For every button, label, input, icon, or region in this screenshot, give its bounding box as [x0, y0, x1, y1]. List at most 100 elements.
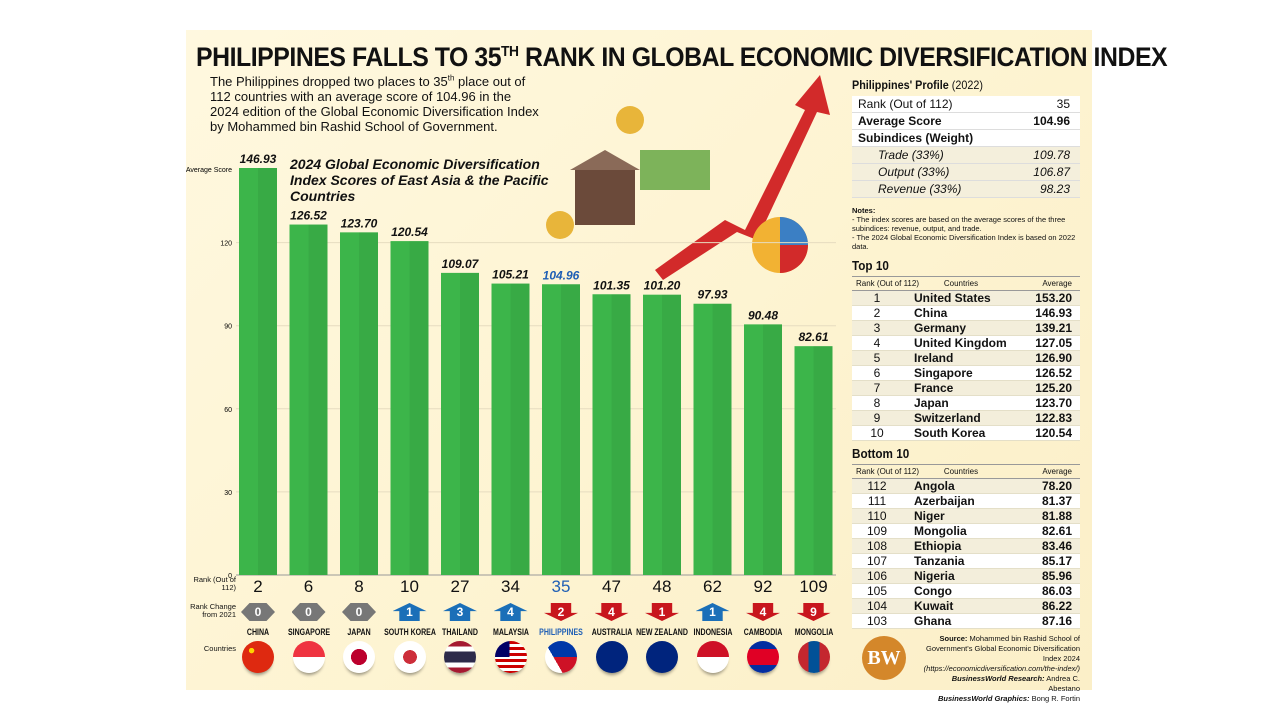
rank-value: 35: [551, 577, 571, 596]
table-cell: 146.93: [1035, 306, 1072, 320]
rank-change-down-icon: 2: [536, 603, 586, 621]
bar-value-label: 146.93: [240, 152, 277, 166]
rank-change-value: 3: [443, 603, 477, 621]
top10-table: Rank (Out of 112) Countries Average 1 United…: [852, 276, 1080, 441]
profile-title: Philippines' Profile: [852, 78, 949, 92]
table-cell: Tanzania: [914, 554, 965, 568]
flag-icon: [343, 641, 375, 673]
country-name: CHINA: [239, 627, 278, 637]
bar: [491, 283, 530, 575]
table-row: 5 Ireland 126.90: [852, 351, 1080, 366]
rank-change-up-icon: 1: [688, 603, 738, 621]
source-label: Source:: [939, 634, 968, 643]
table-cell: 104: [866, 599, 888, 613]
bar-shade: [813, 346, 833, 575]
bar-shade: [460, 272, 479, 575]
rank-change-same-icon: 0: [284, 603, 334, 621]
table-cell: 112: [867, 479, 887, 493]
table-cell: 1: [873, 291, 881, 305]
bar: [794, 346, 833, 575]
profile-label: Revenue (33%): [878, 182, 962, 196]
table-cell: 103: [866, 614, 888, 628]
rank-change-down-icon: 4: [587, 603, 637, 621]
flag-icon: [494, 641, 527, 673]
table-cell: United States: [914, 291, 991, 305]
rank-change-value: 4: [746, 603, 780, 621]
bottom10-heading: Bottom 10: [852, 446, 910, 461]
table-row: 9 Switzerland 122.83: [852, 411, 1080, 426]
table-row: 106 Nigeria 85.96: [852, 569, 1080, 584]
table-cell: Switzerland: [914, 411, 981, 425]
country-name: NEW ZEALAND: [636, 627, 688, 637]
rank-change-value: 0: [342, 603, 376, 621]
rank-change-same-icon: 0: [233, 603, 283, 621]
table-row: 10 South Korea 120.54: [852, 426, 1080, 441]
profile-label: Average Score: [858, 114, 942, 128]
country-name: JAPAN: [340, 627, 379, 637]
rank-change-value: 1: [695, 603, 730, 621]
rank-change-value: 4: [594, 603, 629, 621]
bar-value-label: 101.35: [593, 278, 630, 292]
table-cell: 86.03: [1041, 584, 1072, 598]
notes-heading: Notes:: [852, 206, 876, 215]
bar-value-label: 82.61: [798, 330, 828, 344]
headline-text-rest: RANK IN GLOBAL ECONOMIC DIVERSIFICATION …: [518, 42, 1168, 72]
bar-value-label: 101.20: [644, 279, 681, 293]
table-cell: 2: [873, 306, 881, 320]
flag-icon: [292, 641, 325, 673]
bar-shade: [712, 303, 732, 575]
table-header: Rank (Out of 112) Countries Average: [852, 276, 1080, 291]
table-cell: Mongolia: [914, 524, 967, 538]
y-tick-label: 30: [224, 490, 232, 497]
headline-text: PHILIPPINES FALLS TO 35: [196, 42, 502, 72]
profile-value: 109.78: [1033, 148, 1070, 162]
table-cell: Ghana: [914, 614, 952, 628]
bar-shade: [308, 224, 328, 575]
profile-subrow: Output (33%) 106.87: [852, 164, 1080, 181]
column-header: Rank (Out of 112): [856, 279, 919, 288]
note-item: - The index scores are based on the aver…: [852, 215, 1066, 233]
table-cell: 5: [873, 351, 881, 365]
profile-subrow: Revenue (33%) 98.23: [852, 181, 1080, 198]
country-name: SINGAPORE: [287, 627, 329, 637]
table-cell: 3: [873, 321, 881, 335]
table-cell: 120.54: [1035, 426, 1072, 440]
bar-chart: Average Score 0 30 60 90 120 146.93 126.52 123.7…: [186, 152, 836, 580]
table-row: 107 Tanzania 85.17: [852, 554, 1080, 569]
graphics-label: BusinessWorld Graphics:: [937, 694, 1030, 703]
country-name-text: THAILAND: [442, 627, 478, 637]
table-cell: 6: [873, 366, 881, 380]
intro-text: The Philippines dropped two places to 35: [210, 74, 448, 89]
bar: [693, 303, 732, 575]
rank-value: 27: [450, 577, 470, 596]
table-cell: 9: [873, 411, 881, 425]
bar-value-label: 120.54: [391, 225, 428, 239]
table-cell: South Korea: [914, 426, 986, 440]
bar: [289, 224, 328, 575]
country-name-text: CAMBODIA: [743, 627, 783, 637]
table-cell: 109: [866, 524, 888, 538]
bar: [592, 294, 631, 575]
bar-shade: [409, 241, 429, 576]
table-cell: Nigeria: [914, 569, 955, 583]
profile-label: Subindices (Weight): [858, 131, 974, 145]
table-cell: 82.61: [1041, 524, 1072, 538]
table-cell: Singapore: [914, 366, 973, 380]
chart-title: 2024 Global Economic Diversification Ind…: [290, 156, 549, 204]
table-row: 7 France 125.20: [852, 381, 1080, 396]
table-cell: 85.96: [1041, 569, 1072, 583]
table-row: 112 Angola 78.20: [852, 479, 1080, 494]
table-row: 3 Germany 139.21: [852, 321, 1080, 336]
table-cell: 126.52: [1035, 366, 1072, 380]
intro-paragraph: The Philippines dropped two places to 35…: [210, 74, 540, 134]
rank-change-value: 0: [291, 603, 326, 621]
bar: [239, 168, 277, 575]
y-tick-label: 120: [220, 241, 232, 248]
country-name-text: MALAYSIA: [492, 627, 529, 637]
table-cell: Germany: [914, 321, 967, 335]
bar-value-label: 126.52: [290, 209, 327, 223]
table-cell: Azerbaijan: [914, 494, 975, 508]
bottom10-table: Rank (Out of 112) Countries Average 112 Ango…: [852, 464, 1080, 629]
rank-change-up-icon: 3: [435, 603, 485, 621]
source-text: Mohammed bin Rashid School of Government…: [926, 634, 1080, 663]
